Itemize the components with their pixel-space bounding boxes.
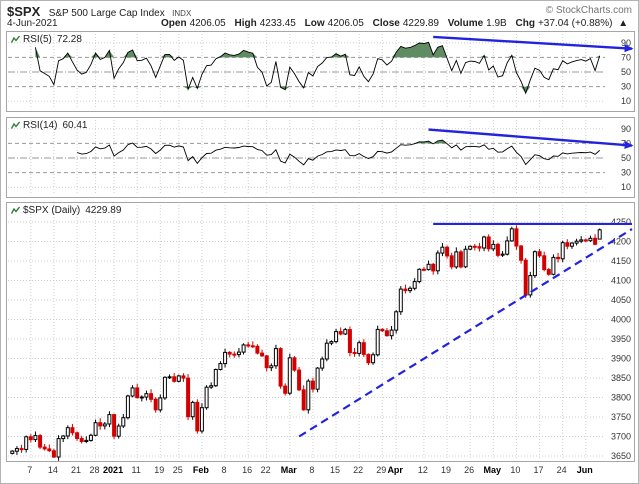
svg-text:30: 30: [621, 82, 631, 92]
svg-text:4250: 4250: [611, 217, 631, 227]
svg-text:Apr: Apr: [387, 465, 403, 475]
quote-date: 4-Jun-2021: [7, 18, 58, 29]
svg-text:4200: 4200: [611, 237, 631, 247]
svg-text:4100: 4100: [611, 276, 631, 286]
svg-text:30: 30: [621, 168, 631, 178]
svg-text:26: 26: [464, 465, 474, 475]
svg-text:21: 21: [71, 465, 81, 475]
svg-text:4050: 4050: [611, 295, 631, 305]
rsi5-canvas: 90 70 50 30 10: [8, 34, 634, 109]
rsi5-panel: 90 70 50 30 10 RSI(5) 72.28: [6, 31, 635, 112]
svg-text:7: 7: [27, 465, 32, 475]
open-label: Open: [161, 18, 187, 29]
rsi14-label: RSI(14): [23, 120, 58, 131]
x-axis: 7 14 21 28 2021 11 19 25 Feb 8 16 22 Mar 8 15 22 29 Apr 12…: [6, 462, 635, 480]
svg-text:90: 90: [621, 38, 631, 48]
price-panel-label: $SPX (Daily) 4229.89: [11, 205, 121, 216]
svg-text:May: May: [484, 465, 502, 475]
svg-text:90: 90: [621, 124, 631, 134]
svg-text:17: 17: [534, 465, 544, 475]
svg-text:70: 70: [621, 52, 631, 62]
svg-text:10: 10: [621, 96, 631, 106]
index-name: S&P 500 Large Cap Index: [48, 8, 165, 19]
svg-text:11: 11: [132, 465, 141, 475]
svg-text:19: 19: [154, 465, 164, 475]
svg-text:14: 14: [48, 465, 58, 475]
rsi14-panel-label: RSI(14) 60.41: [11, 120, 87, 131]
svg-text:24: 24: [557, 465, 567, 475]
svg-text:3950: 3950: [611, 334, 631, 344]
svg-text:15: 15: [330, 465, 340, 475]
svg-text:3700: 3700: [611, 432, 631, 442]
low-label: Low: [304, 18, 325, 29]
rsi5-label: RSI(5): [23, 34, 52, 45]
change-label: Chg: [515, 18, 535, 29]
svg-text:70: 70: [621, 138, 631, 148]
svg-text:2021: 2021: [103, 465, 123, 475]
high-value: 4233.45: [259, 18, 296, 29]
svg-text:22: 22: [353, 465, 363, 475]
price-canvas: 4250 4200 4150 4100 4050 4000 3950 3900 3850 3800…: [8, 205, 633, 461]
volume-value: 1.9B: [486, 18, 507, 29]
svg-text:8: 8: [309, 465, 314, 475]
svg-text:10: 10: [621, 182, 631, 192]
svg-text:50: 50: [621, 153, 631, 163]
quote-line: 4-Jun-2021 Open 4206.05 High 4233.45 Low 42…: [7, 18, 636, 31]
svg-text:4000: 4000: [611, 315, 631, 325]
svg-text:50: 50: [621, 67, 631, 77]
rsi14-value: 60.41: [62, 120, 88, 131]
svg-text:10: 10: [510, 465, 520, 475]
rsi14-panel: 90 70 50 30 10 RSI(14) 60.41: [6, 117, 635, 198]
stockcharts-watermark: © StockCharts.com: [545, 5, 632, 16]
svg-text:3900: 3900: [611, 354, 631, 364]
indicator-icon: [11, 121, 20, 129]
chart-header: $SPX S&P 500 Large Cap Index INDX © Stoc…: [7, 3, 636, 19]
svg-text:29: 29: [376, 465, 386, 475]
open-value: 4206.05: [189, 18, 226, 29]
exchange-tag: INDX: [172, 9, 192, 18]
svg-text:28: 28: [90, 465, 100, 475]
rsi5-value: 72.28: [56, 34, 82, 45]
svg-text:19: 19: [441, 465, 451, 475]
svg-text:Mar: Mar: [281, 465, 298, 475]
svg-text:3800: 3800: [611, 393, 631, 403]
svg-text:22: 22: [261, 465, 271, 475]
svg-text:3650: 3650: [611, 451, 631, 461]
svg-text:3850: 3850: [611, 373, 631, 383]
volume-label: Volume: [447, 18, 484, 29]
indicator-icon: [11, 35, 20, 43]
svg-text:25: 25: [173, 465, 183, 475]
svg-text:Jun: Jun: [577, 465, 593, 475]
close-value: 4229.89: [402, 18, 439, 29]
high-label: High: [234, 18, 257, 29]
close-label: Close: [372, 18, 400, 29]
up-triangle-icon: ▲: [618, 18, 629, 29]
rsi14-canvas: 90 70 50 30 10: [8, 120, 634, 195]
svg-text:12: 12: [418, 465, 428, 475]
change-value: +37.04 (+0.88%): [537, 18, 613, 29]
low-value: 4206.05: [327, 18, 364, 29]
svg-text:16: 16: [242, 465, 252, 475]
rsi5-panel-label: RSI(5) 72.28: [11, 34, 82, 45]
svg-text:8: 8: [222, 465, 227, 475]
svg-text:Feb: Feb: [193, 465, 210, 475]
price-label: $SPX (Daily): [23, 205, 81, 216]
svg-text:4150: 4150: [611, 256, 631, 266]
chart-icon: [11, 206, 20, 214]
price-value: 4229.89: [85, 205, 122, 216]
x-axis-labels: 7 14 21 28 2021 11 19 25 Feb 8 16 22 Mar 8 15 22 29 Apr 12…: [27, 465, 593, 475]
symbol: $SPX: [7, 4, 41, 19]
price-panel: 4250 4200 4150 4100 4050 4000 3950 3900 3850 3800…: [6, 202, 635, 462]
ohlc-quote: Open 4206.05 High 4233.45 Low 4206.05 Close…: [155, 18, 628, 29]
svg-text:3750: 3750: [611, 412, 631, 422]
